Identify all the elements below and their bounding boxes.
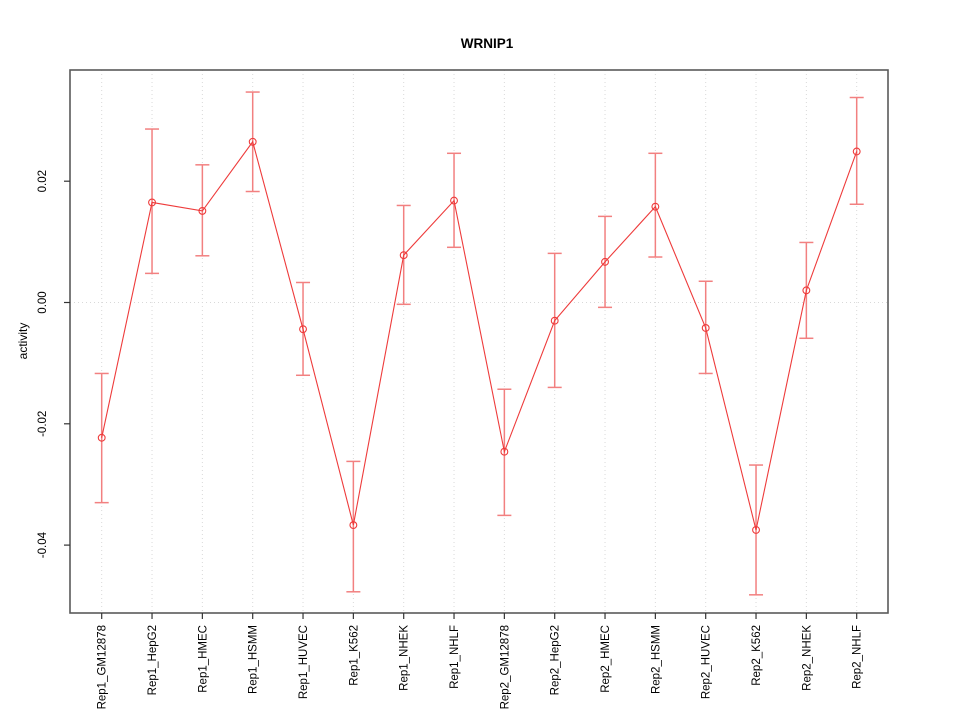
error-bar <box>849 96 864 205</box>
data-point <box>450 196 458 205</box>
error-bar <box>145 128 160 275</box>
y-tick-label: -0.04 <box>37 531 49 558</box>
data-point <box>802 286 811 295</box>
data-point <box>601 257 609 266</box>
series-line <box>101 140 858 531</box>
data-point <box>349 521 358 530</box>
data-point <box>500 447 509 456</box>
data-points <box>97 137 861 534</box>
x-tick-label: Rep2_HUVEC <box>701 625 713 699</box>
data-point <box>752 525 760 534</box>
x-tick-label: Rep2_HMEC <box>600 625 612 693</box>
x-tick-label: Rep2_NHLF <box>852 625 864 689</box>
x-tick-label: Rep1_GM12878 <box>97 625 109 709</box>
error-bar <box>346 460 361 593</box>
data-point <box>399 251 408 260</box>
chart-title: WRNIP1 <box>461 36 514 51</box>
x-tick-label: Rep2_HSMM <box>650 625 662 694</box>
data-point <box>198 206 207 215</box>
x-tick-label: Rep1_HepG2 <box>147 625 159 695</box>
x-tick-label: Rep1_HUVEC <box>298 625 310 699</box>
data-point <box>299 325 307 334</box>
x-tick-label: Rep1_HMEC <box>197 625 209 693</box>
data-point <box>148 198 156 207</box>
data-point <box>550 316 559 325</box>
data-point <box>701 324 710 332</box>
axes: -0.04 -0.02 0.00 0.02 Rep1_GM12878 Rep1_HepG2… <box>37 69 889 709</box>
x-tick-label: Rep1_NHLF <box>449 625 461 689</box>
x-tick-label: Rep1_HSMM <box>248 625 260 694</box>
x-tick-label: Rep2_K562 <box>751 625 763 686</box>
error-bar <box>648 152 663 258</box>
y-tick-label: 0.00 <box>37 291 49 313</box>
y-tick-label: 0.02 <box>37 170 49 192</box>
data-point <box>248 137 257 146</box>
plot-border <box>69 69 889 614</box>
data-line <box>101 140 858 531</box>
error-bars <box>94 91 864 596</box>
gridlines <box>70 70 888 613</box>
x-tick-label: Rep1_NHEK <box>399 625 411 691</box>
data-point <box>651 202 660 211</box>
x-tick-label: Rep1_K562 <box>348 625 360 686</box>
x-tick-label: Rep2_HepG2 <box>550 625 562 695</box>
error-bar <box>94 372 109 504</box>
x-tick-label: Rep2_GM12878 <box>499 625 511 709</box>
y-tick-label: -0.02 <box>37 411 49 437</box>
y-axis-label: activity <box>16 323 30 360</box>
x-tick-label: Rep2_NHEK <box>801 625 813 691</box>
data-point <box>852 147 861 156</box>
data-point <box>97 433 106 442</box>
